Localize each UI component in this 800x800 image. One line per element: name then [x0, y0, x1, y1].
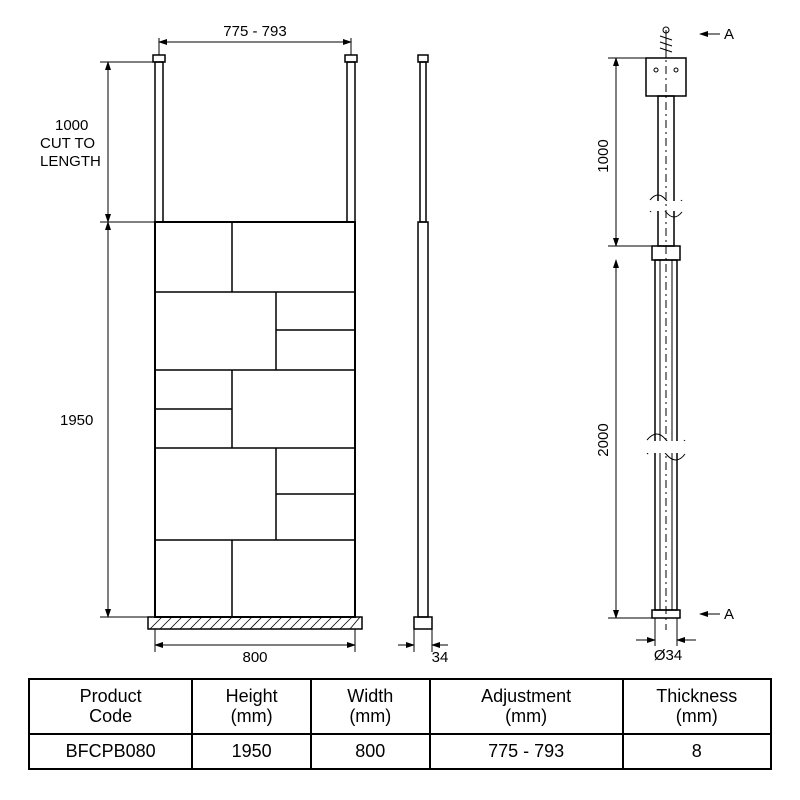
svg-text:LENGTH: LENGTH [40, 153, 101, 170]
dim-post-1000: 1000 [595, 58, 652, 246]
cell-product-code: BFCPB080 [29, 734, 192, 769]
table-header-row: ProductCode Height(mm) Width(mm) Adjustm… [29, 679, 771, 734]
svg-text:CUT TO: CUT TO [40, 135, 95, 152]
dim-width-text: 800 [242, 649, 267, 666]
dim-post-lower-text: 2000 [595, 423, 612, 456]
dim-panel-width: 800 [155, 629, 355, 666]
post-view: A A 1000 [595, 26, 734, 664]
cell-height: 1950 [192, 734, 311, 769]
dim-height-text: 1950 [60, 412, 93, 429]
dim-cut-value: 1000 [55, 117, 88, 134]
side-view: 34 [398, 55, 448, 666]
front-view: 775 - 793 1000 CUT TO LENGTH 1950 800 [40, 23, 362, 666]
dim-top-width: 775 - 793 [159, 23, 351, 55]
dim-cut-to-length: 1000 CUT TO LENGTH [40, 62, 155, 222]
col-width: Width(mm) [311, 679, 430, 734]
dim-side-thickness: 34 [398, 629, 448, 666]
dim-panel-height: 1950 [60, 222, 155, 617]
panel-grid [155, 222, 355, 617]
col-product-code: ProductCode [29, 679, 192, 734]
dim-thick-text: 34 [432, 649, 449, 666]
cell-thickness: 8 [623, 734, 771, 769]
cell-adjustment: 775 - 793 [430, 734, 623, 769]
dim-post-upper-text: 1000 [595, 139, 612, 172]
cell-width: 800 [311, 734, 430, 769]
section-a-top: A [700, 26, 734, 43]
section-a-bottom: A [700, 606, 734, 623]
floor-hatch [150, 617, 360, 629]
col-thickness: Thickness(mm) [623, 679, 771, 734]
table-row: BFCPB080 1950 800 775 - 793 8 [29, 734, 771, 769]
svg-text:A: A [724, 26, 734, 43]
svg-text:A: A [724, 606, 734, 623]
col-height: Height(mm) [192, 679, 311, 734]
dim-diameter-text: Ø34 [654, 647, 682, 664]
dim-top-width-text: 775 - 793 [223, 23, 286, 40]
dim-post-2000: 2000 [595, 260, 652, 618]
col-adjustment: Adjustment(mm) [430, 679, 623, 734]
spec-table: ProductCode Height(mm) Width(mm) Adjustm… [28, 678, 772, 770]
